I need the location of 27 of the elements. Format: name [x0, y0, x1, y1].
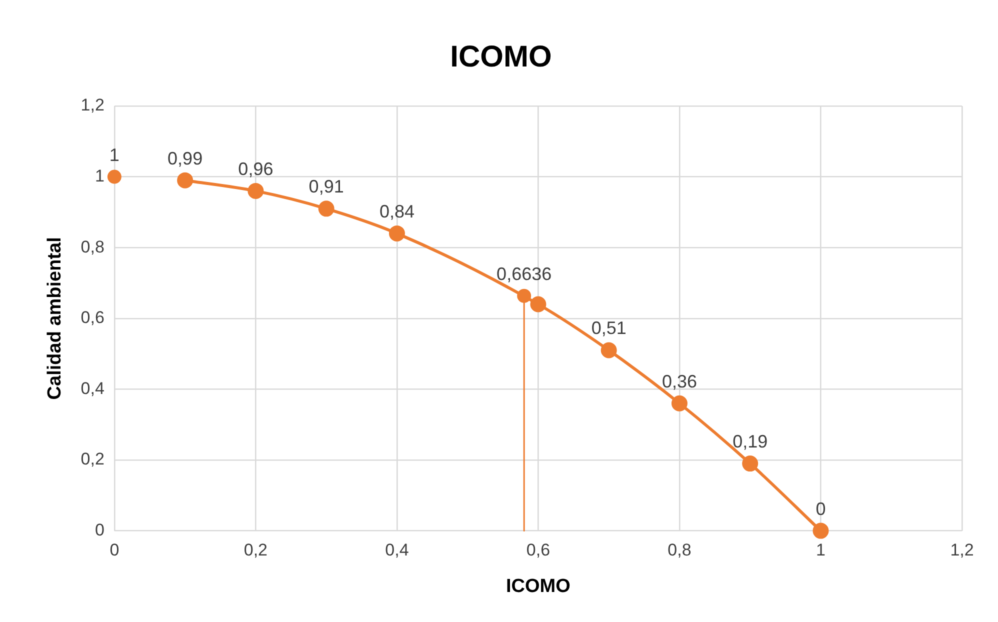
chart-title: ICOMO	[450, 40, 552, 74]
y-axis-title: Calidad ambiental	[44, 237, 66, 400]
data-label: 0,19	[732, 432, 768, 452]
x-tick-label: 0,2	[244, 540, 268, 560]
x-tick-label: 1,2	[950, 540, 974, 560]
y-tick-label: 1	[94, 166, 104, 186]
x-tick-label: 0,6	[526, 540, 550, 560]
y-tick-label: 0,2	[80, 450, 104, 469]
x-tick-label: 0	[110, 540, 120, 560]
data-label: 0,84	[379, 201, 414, 222]
data-label: 0,91	[308, 176, 344, 197]
y-tick-label: 0,8	[80, 237, 104, 256]
data-label: 0,36	[662, 371, 697, 392]
data-label: 0,99	[168, 148, 203, 168]
x-axis-title: ICOMO	[506, 576, 570, 597]
x-tick-label: 1	[816, 540, 826, 560]
data-label: 0	[816, 498, 826, 519]
data-label: 0,6636	[496, 264, 552, 284]
y-tick-label: 0,4	[80, 378, 104, 398]
data-label: 0,96	[238, 158, 274, 179]
y-tick-label: 1,2	[80, 96, 104, 115]
y-tick-label: 0	[94, 520, 104, 540]
data-label: 1	[109, 144, 120, 165]
data-label: 0,51	[591, 318, 626, 338]
x-tick-label: 0,8	[668, 540, 692, 560]
y-tick-label: 0,6	[80, 308, 104, 328]
x-tick-label: 0,4	[385, 540, 409, 560]
